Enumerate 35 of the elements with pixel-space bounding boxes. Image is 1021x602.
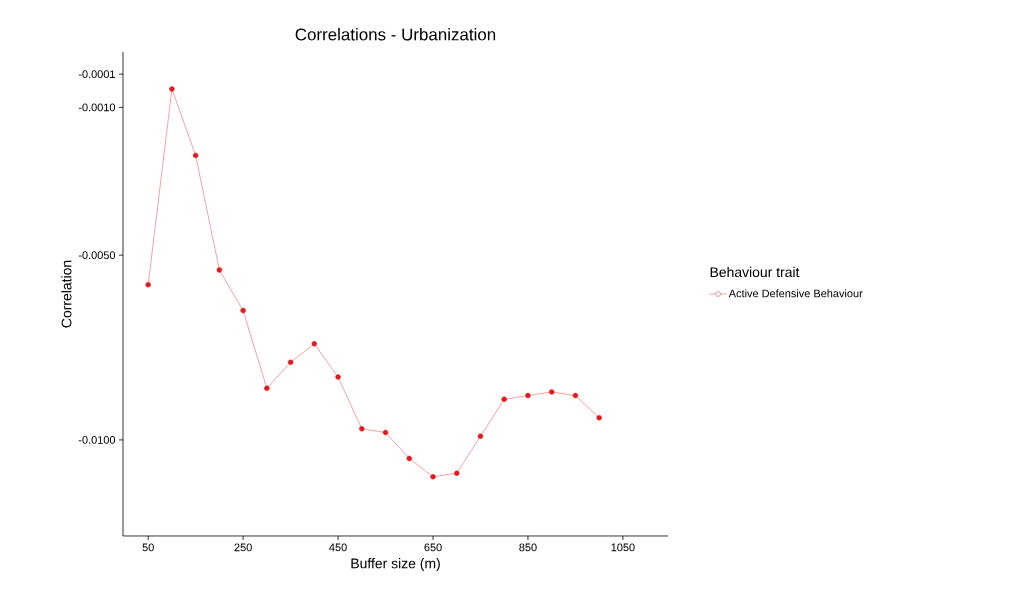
point — [169, 86, 175, 92]
y-tick-label: -0.0100 — [78, 436, 116, 444]
x-axis-title: Buffer size (m) — [351, 558, 440, 572]
point — [335, 374, 341, 380]
point — [192, 152, 199, 159]
x-tick-label: 1050 — [611, 543, 635, 552]
legend-label: Active Defensive Behaviour — [728, 289, 863, 298]
point — [264, 385, 270, 391]
x-tick-label: 50 — [142, 543, 154, 552]
x-tick-label: 650 — [424, 543, 442, 552]
y-tick-label: -0.0010 — [78, 103, 116, 112]
point — [430, 474, 436, 480]
point — [477, 433, 484, 439]
point — [525, 392, 531, 399]
x-tick-label: 250 — [234, 543, 252, 552]
chart-title: Correlations - Urbanization — [295, 28, 496, 41]
point — [501, 396, 507, 402]
y-tick-label: -0.0001 — [78, 70, 115, 79]
point — [382, 429, 389, 436]
x-tick-label: 850 — [519, 543, 537, 552]
y-tick-label: -0.0050 — [78, 251, 116, 260]
point — [549, 389, 555, 395]
legend-title: Behaviour trait — [710, 266, 800, 278]
point — [240, 307, 246, 314]
y-axis-title: Correlation — [61, 260, 72, 328]
point — [359, 426, 365, 432]
point — [216, 267, 223, 273]
point — [454, 470, 460, 476]
point — [596, 415, 602, 421]
x-tick-label: 450 — [329, 543, 347, 552]
point — [406, 455, 412, 462]
point — [311, 341, 318, 347]
point — [287, 359, 294, 366]
point — [572, 392, 579, 399]
point — [145, 282, 151, 288]
